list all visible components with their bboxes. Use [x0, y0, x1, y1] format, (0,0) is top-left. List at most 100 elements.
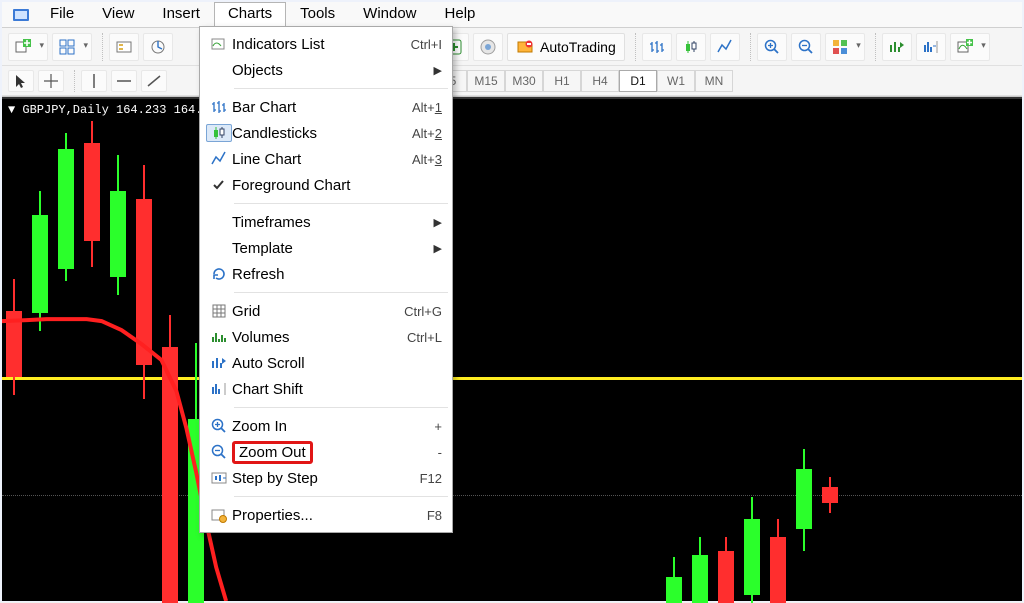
menu-item-label: Foreground Chart: [232, 177, 442, 194]
menu-item-label: Indicators List: [232, 36, 411, 53]
bar-chart-button[interactable]: [642, 33, 672, 61]
line-icon: [206, 151, 232, 167]
autotrading-label: AutoTrading: [540, 39, 616, 55]
menu-item-label: Properties...: [232, 507, 427, 524]
menubar-item-view[interactable]: View: [88, 2, 148, 27]
zoom-out-button[interactable]: [791, 33, 821, 61]
menu-item-label: Bar Chart: [232, 99, 412, 116]
menu-item-accel: Ctrl+I: [411, 37, 442, 52]
menu-item-zoom-out[interactable]: Zoom Out-: [200, 439, 452, 465]
toolbar-row-1: AutoTrading: [2, 28, 1022, 66]
autoscroll-icon: [206, 355, 232, 371]
toolbar-sep: [98, 33, 103, 61]
trendline-tool[interactable]: [141, 70, 167, 92]
menu-item-label: Candlesticks: [232, 125, 412, 142]
instrument-label: ▼ GBPJPY,Daily 164.233 164.514: [8, 103, 224, 117]
toolbar-row-2: M5M15M30H1H4D1W1MN: [2, 66, 1022, 96]
timeframe-d1[interactable]: D1: [619, 70, 657, 92]
metaquotes-button[interactable]: [473, 33, 503, 61]
props-icon: [206, 507, 232, 523]
menu-item-chart-shift[interactable]: Chart Shift: [200, 376, 452, 402]
menubar-item-window[interactable]: Window: [349, 2, 430, 27]
menubar: FileViewInsertChartsToolsWindowHelp: [2, 2, 1022, 28]
menubar-item-insert[interactable]: Insert: [148, 2, 214, 27]
toolbar-sep: [631, 33, 636, 61]
refresh-icon: [206, 266, 232, 282]
menu-item-accel: -: [438, 445, 442, 460]
timeframe-w1[interactable]: W1: [657, 70, 695, 92]
crosshair-tool[interactable]: [38, 70, 64, 92]
menu-item-label: Line Chart: [232, 151, 412, 168]
new-chart-button[interactable]: [8, 33, 48, 61]
autoscroll-button[interactable]: [882, 33, 912, 61]
timeframe-h1[interactable]: H1: [543, 70, 581, 92]
menu-item-accel: Ctrl+L: [407, 330, 442, 345]
line-chart-button[interactable]: [710, 33, 740, 61]
chart-area[interactable]: ▼ GBPJPY,Daily 164.233 164.514: [2, 97, 1022, 601]
menu-item-zoom-in[interactable]: Zoom In+: [200, 413, 452, 439]
timeframe-h4[interactable]: H4: [581, 70, 619, 92]
menu-item-step-by-step[interactable]: Step by StepF12: [200, 465, 452, 491]
menu-item-template[interactable]: Template▶: [200, 235, 452, 261]
timeframe-m30[interactable]: M30: [505, 70, 543, 92]
vertical-line-tool[interactable]: [81, 70, 107, 92]
menu-item-line-chart[interactable]: Line ChartAlt+3: [200, 146, 452, 172]
menu-item-accel: Ctrl+G: [404, 304, 442, 319]
app-icon: [12, 6, 30, 24]
timeframe-mn[interactable]: MN: [695, 70, 733, 92]
tile-windows-button[interactable]: [825, 33, 865, 61]
toolbar-sep: [70, 70, 75, 92]
timeframe-m15[interactable]: M15: [467, 70, 505, 92]
menu-item-objects[interactable]: Objects▶: [200, 57, 452, 83]
menu-item-foreground-chart[interactable]: Foreground Chart: [200, 172, 452, 198]
menu-item-refresh[interactable]: Refresh: [200, 261, 452, 287]
autotrading-button[interactable]: AutoTrading: [507, 33, 625, 61]
zoom-in-button[interactable]: [757, 33, 787, 61]
menu-item-label: Zoom Out: [232, 444, 438, 461]
menubar-item-charts[interactable]: Charts: [214, 2, 286, 27]
menu-item-auto-scroll[interactable]: Auto Scroll: [200, 350, 452, 376]
zoomout-icon: [206, 444, 232, 460]
submenu-arrow-icon: ▶: [434, 216, 442, 229]
menu-item-label: Grid: [232, 303, 404, 320]
menu-item-candlesticks[interactable]: CandlesticksAlt+2: [200, 120, 452, 146]
navigator-button[interactable]: [143, 33, 173, 61]
menu-item-label: Chart Shift: [232, 381, 442, 398]
menu-item-label: Refresh: [232, 266, 442, 283]
menu-item-label: Step by Step: [232, 470, 420, 487]
menu-separator: [234, 203, 448, 204]
candle-icon: [206, 124, 232, 142]
chartshift-icon: [206, 381, 232, 397]
menu-item-accel: Alt+3: [412, 152, 442, 167]
menubar-item-help[interactable]: Help: [431, 2, 490, 27]
menu-item-volumes[interactable]: VolumesCtrl+L: [200, 324, 452, 350]
menu-item-properties[interactable]: Properties...F8: [200, 502, 452, 528]
submenu-arrow-icon: ▶: [434, 242, 442, 255]
menubar-item-file[interactable]: File: [36, 2, 88, 27]
indicators-icon: [206, 36, 232, 52]
menu-item-accel: +: [434, 419, 442, 434]
menu-item-label: Template: [232, 240, 434, 257]
market-watch-button[interactable]: [109, 33, 139, 61]
profiles-button[interactable]: [52, 33, 92, 61]
menubar-item-tools[interactable]: Tools: [286, 2, 349, 27]
menu-item-accel: Alt+1: [412, 100, 442, 115]
menu-item-bar-chart[interactable]: Bar ChartAlt+1: [200, 94, 452, 120]
menu-item-grid[interactable]: GridCtrl+G: [200, 298, 452, 324]
menu-item-label: Auto Scroll: [232, 355, 442, 372]
menu-item-timeframes[interactable]: Timeframes▶: [200, 209, 452, 235]
menu-separator: [234, 496, 448, 497]
zoomin-icon: [206, 418, 232, 434]
horizontal-line-tool[interactable]: [111, 70, 137, 92]
menu-item-label: Zoom In: [232, 418, 434, 435]
indicators-button[interactable]: [950, 33, 990, 61]
menu-item-label: Timeframes: [232, 214, 434, 231]
cursor-tool[interactable]: [8, 70, 34, 92]
menu-separator: [234, 407, 448, 408]
candlestick-button[interactable]: [676, 33, 706, 61]
toolbar-sep: [871, 33, 876, 61]
menu-item-accel: F12: [420, 471, 442, 486]
chart-shift-button[interactable]: [916, 33, 946, 61]
moving-average-line: [2, 99, 1022, 601]
menu-item-indicators-list[interactable]: Indicators ListCtrl+I: [200, 31, 452, 57]
